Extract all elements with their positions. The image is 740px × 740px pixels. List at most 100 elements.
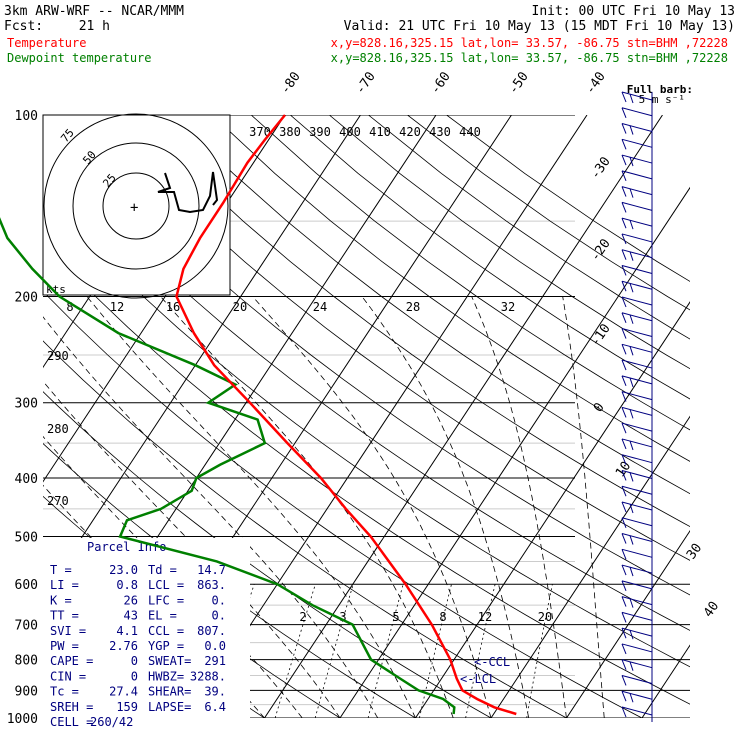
- moist-adiabat-10: [86, 296, 416, 718]
- wind-barb-26: [621, 501, 653, 511]
- wind-barb-22: [621, 438, 653, 448]
- parcel-label-1: LI =: [50, 578, 79, 592]
- parcel-label-0: T =: [50, 563, 72, 577]
- parcel-info-title: Parcel Info: [87, 540, 166, 554]
- wind-barb-flag-35: [621, 643, 627, 655]
- wind-barb-flag-22: [621, 438, 627, 450]
- isotherm-20: [490, 415, 690, 718]
- parcel-value2-7: 3288.: [190, 669, 226, 683]
- parcel-value-7: 0: [131, 669, 138, 683]
- wind-barb-0: [621, 91, 653, 101]
- temperature-location: x,y=828.16,325.15 lat,lon= 33.57, -86.75…: [331, 36, 728, 50]
- mixing-ratio-label-8: 8: [439, 610, 446, 624]
- wind-barb-12: [621, 280, 653, 290]
- wind-barb-flag-36: [621, 659, 627, 670]
- wind-barb-flag-18: [621, 375, 627, 387]
- wind-barb-tick-36: [629, 661, 634, 671]
- wind-barb-23: [621, 454, 653, 464]
- parcel-label2-9: LAPSE=: [148, 700, 191, 714]
- wind-barb-24: [621, 469, 653, 479]
- mixing-ratio-3: [314, 584, 354, 718]
- wind-barb-18: [621, 375, 653, 385]
- parcel-info-rows: T = 23.0 Td = 14.7 LI = 0.8 LCL = 863. K = 26 LFC …: [50, 563, 226, 729]
- mixing-ratio-2: [274, 584, 316, 718]
- wind-barb-13: [621, 296, 653, 306]
- wind-barb-tick-18: [629, 377, 634, 388]
- isotherm-label-40: 40: [701, 599, 722, 620]
- mixing-ratio-20: [526, 584, 553, 718]
- temperature-legend: Temperature: [7, 36, 86, 50]
- wind-barb-flag-25: [621, 486, 627, 497]
- isotherm-0: [339, 186, 690, 718]
- wind-barb-2: [621, 123, 653, 133]
- wind-barb-flag-37: [621, 675, 627, 686]
- isotherm-label--40: -40: [583, 69, 609, 97]
- wind-barb-flag-29: [621, 549, 627, 560]
- wind-barb-5: [621, 170, 653, 180]
- wind-barb-32: [621, 596, 653, 606]
- theta-label-430: 430: [429, 125, 451, 139]
- wind-barb-1: [621, 107, 653, 117]
- header: 3km ARW-WRF -- NCAR/MMM Init: 00 UTC Fri…: [4, 4, 735, 106]
- wind-barb-flag-24: [621, 470, 627, 481]
- dry-adiabat-60: [43, 193, 690, 668]
- isobar-label-300: 300: [15, 397, 38, 412]
- parcel-value-2: 26: [124, 593, 138, 607]
- wind-barb-flag-31: [621, 580, 627, 592]
- isobar-label-700: 700: [15, 619, 38, 634]
- wind-barb-flag-26: [621, 501, 627, 513]
- wind-barb-flag-5: [621, 170, 627, 182]
- parcel-value2-3: 0.: [212, 609, 226, 623]
- parcel-value-3: 43: [124, 609, 138, 623]
- wind-barb-tick-28: [629, 535, 634, 545]
- parcel-label-8: Tc =: [50, 685, 79, 699]
- wind-barb-19: [621, 391, 653, 401]
- hodograph-ring-50: [72, 142, 200, 270]
- hodograph-ring-25: [102, 172, 170, 240]
- parcel-value-6: 0: [131, 654, 138, 668]
- barb-note-1: Full barb:: [627, 83, 693, 96]
- parcel-label-3: TT =: [50, 609, 79, 623]
- parcel-value2-1: 863.: [197, 578, 226, 592]
- mixing-ratio-label-2: 2: [299, 610, 306, 624]
- wind-barb-tick-2: [629, 125, 634, 135]
- parcel-info: Parcel Info T = 23.0 Td = 14.7 LI = 0.8 LCL = 8…: [43, 538, 250, 729]
- parcel-label-4: SVI =: [50, 624, 86, 638]
- wind-barb-flag-21: [621, 422, 627, 434]
- wind-barb-21: [621, 422, 653, 432]
- isotherm--20: [188, 115, 588, 718]
- parcel-label2-8: SHEAR=: [148, 685, 191, 699]
- parcel-label-5: PW =: [50, 639, 79, 653]
- wind-barb-flag-3: [621, 139, 627, 150]
- wind-barb-6: [621, 186, 653, 196]
- parcel-label-7: CIN =: [50, 669, 86, 683]
- dry-adiabat-80: [55, 115, 690, 596]
- dry-adiabat-150: [329, 115, 690, 370]
- wind-barb-flag-34: [621, 627, 627, 639]
- thetae-label-32: 32: [501, 300, 515, 314]
- dry-adiabat-170: [407, 115, 690, 311]
- dry-adiabat-30: [43, 340, 567, 718]
- hodograph-center-plus: +: [130, 200, 138, 216]
- theta-low-label-280: 280: [47, 422, 69, 436]
- mixing-ratio-label-12: 12: [478, 610, 492, 624]
- theta-label-390: 390: [309, 125, 331, 139]
- isotherm-label--30: -30: [588, 154, 614, 182]
- forecast-hour: 21 h: [79, 19, 110, 34]
- wind-barb-flag-13: [621, 296, 627, 308]
- dewpoint-legend: Dewpoint temperature: [7, 51, 152, 65]
- dry-adiabat-70: [43, 145, 690, 631]
- wind-barb-flag-14: [621, 312, 627, 323]
- wind-barb-flag-11: [621, 265, 627, 276]
- parcel-label2-3: EL =: [148, 609, 177, 623]
- isobar-label-200: 200: [15, 291, 38, 306]
- wind-barb-flag-7: [621, 202, 627, 213]
- theta-label-400: 400: [339, 125, 361, 139]
- wind-barb-tick-24: [629, 472, 634, 482]
- parcel-value-4: 4.1: [116, 624, 138, 638]
- mixing-ratio-12: [465, 584, 496, 718]
- wind-barb-tick-0: [629, 93, 634, 104]
- parcel-label-2: K =: [50, 593, 72, 607]
- wind-barb-flag-20: [621, 407, 627, 418]
